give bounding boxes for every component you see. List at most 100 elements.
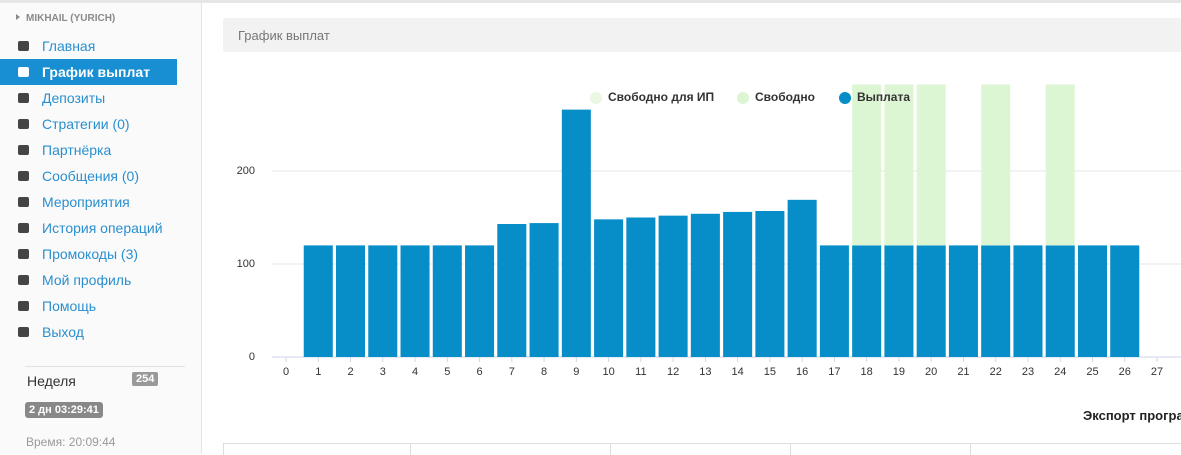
legend-item[interactable]: Выплата: [839, 90, 910, 104]
table-border: [610, 444, 611, 455]
legend-label: Выплата: [857, 90, 910, 104]
menu-icon: [18, 197, 29, 207]
x-tick-label: 17: [828, 366, 840, 378]
bar: [432, 245, 462, 357]
menu-icon: [18, 249, 29, 259]
x-tick-label: 20: [925, 366, 937, 378]
x-tick-label: 6: [476, 366, 482, 378]
sidebar: MIKHAIL (YURICH) Главная График выплат Деп…: [0, 3, 202, 454]
x-tick-label: 1: [315, 366, 321, 378]
x-tick-label: 16: [796, 366, 808, 378]
bar: [303, 245, 333, 357]
bar: [916, 245, 946, 357]
bar: [690, 213, 720, 357]
x-tick-label: 9: [573, 366, 579, 378]
legend-item[interactable]: Свободно: [737, 90, 815, 104]
bar: [852, 245, 882, 357]
table-border: [223, 444, 224, 455]
menu-icon: [18, 171, 29, 181]
bar: [981, 84, 1011, 246]
menu-item[interactable]: Стратегии (0): [0, 111, 177, 137]
x-tick-label: 14: [732, 366, 744, 378]
x-tick-label: 23: [1022, 366, 1034, 378]
panel-title: График выплат: [238, 28, 330, 43]
menu-icon: [18, 223, 29, 233]
x-tick-label: 27: [1151, 366, 1163, 378]
bar: [787, 199, 817, 357]
menu-item[interactable]: Мероприятия: [0, 189, 177, 215]
menu-item[interactable]: Промокоды (3): [0, 241, 177, 267]
x-tick-label: 8: [541, 366, 547, 378]
legend-swatch: [737, 92, 749, 104]
x-tick-label: 4: [412, 366, 418, 378]
bar: [1110, 245, 1140, 357]
menu-item[interactable]: График выплат: [0, 59, 177, 85]
bar: [400, 245, 430, 357]
x-tick-label: 24: [1054, 366, 1066, 378]
bar: [916, 84, 946, 246]
server-time: Время: 20:09:44: [26, 435, 116, 449]
bar: [626, 217, 656, 357]
menu-icon: [18, 145, 29, 155]
menu-icon: [18, 93, 29, 103]
top-bar: [0, 0, 1181, 3]
menu-item[interactable]: Сообщения (0): [0, 163, 177, 189]
menu-icon: [18, 275, 29, 285]
x-tick-label: 25: [1086, 366, 1098, 378]
table-border: [970, 444, 971, 455]
menu-item[interactable]: Главная: [0, 33, 177, 59]
x-tick-label: 26: [1119, 366, 1131, 378]
x-tick-label: 15: [764, 366, 776, 378]
legend-swatch: [839, 92, 851, 104]
menu-icon: [18, 41, 29, 51]
x-tick-label: 2: [347, 366, 353, 378]
y-tick-label: 100: [237, 258, 255, 270]
legend-swatch: [590, 92, 602, 104]
export-label: Экспорт програ: [1083, 408, 1181, 423]
bar: [1077, 245, 1107, 357]
x-tick-label: 19: [893, 366, 905, 378]
menu-item[interactable]: Депозиты: [0, 85, 177, 111]
x-tick-label: 10: [602, 366, 614, 378]
bar: [529, 223, 559, 357]
week-label: Неделя: [27, 373, 76, 389]
legend-label: Свободно для ИП: [608, 90, 714, 104]
menu-icon: [18, 119, 29, 129]
x-tick-label: 22: [990, 366, 1002, 378]
bar: [755, 210, 785, 357]
menu-item[interactable]: Выход: [0, 319, 177, 345]
bar: [852, 84, 882, 246]
bar: [981, 245, 1011, 357]
menu-item[interactable]: Помощь: [0, 293, 177, 319]
x-tick-label: 0: [283, 366, 289, 378]
table-border: [410, 444, 411, 455]
x-tick-label: 18: [861, 366, 873, 378]
bar: [948, 245, 978, 357]
table-header: [223, 443, 1181, 455]
bar: [368, 245, 398, 357]
bar: [1045, 245, 1075, 357]
x-tick-label: 5: [444, 366, 450, 378]
menu-icon: [18, 327, 29, 337]
legend-item[interactable]: Свободно для ИП: [590, 90, 714, 104]
bar: [336, 245, 366, 357]
menu-item[interactable]: История операций: [0, 215, 177, 241]
x-tick-label: 11: [635, 366, 646, 378]
menu-item[interactable]: Мой профиль: [0, 267, 177, 293]
user-name[interactable]: MIKHAIL (YURICH): [16, 13, 115, 24]
menu-icon: [18, 301, 29, 311]
bar: [884, 84, 914, 246]
menu: Главная График выплат Депозиты Стратегии (0…: [0, 33, 201, 345]
timer: 2 дн 03:29:41: [25, 402, 103, 418]
x-tick-label: 12: [667, 366, 679, 378]
y-tick-label: 0: [249, 351, 255, 363]
menu-item[interactable]: Партнёрка: [0, 137, 177, 163]
legend-label: Свободно: [755, 90, 815, 104]
x-tick-label: 21: [957, 366, 969, 378]
bar: [594, 219, 624, 357]
bar: [884, 245, 914, 357]
y-tick-label: 200: [237, 165, 255, 177]
bar: [497, 224, 527, 357]
